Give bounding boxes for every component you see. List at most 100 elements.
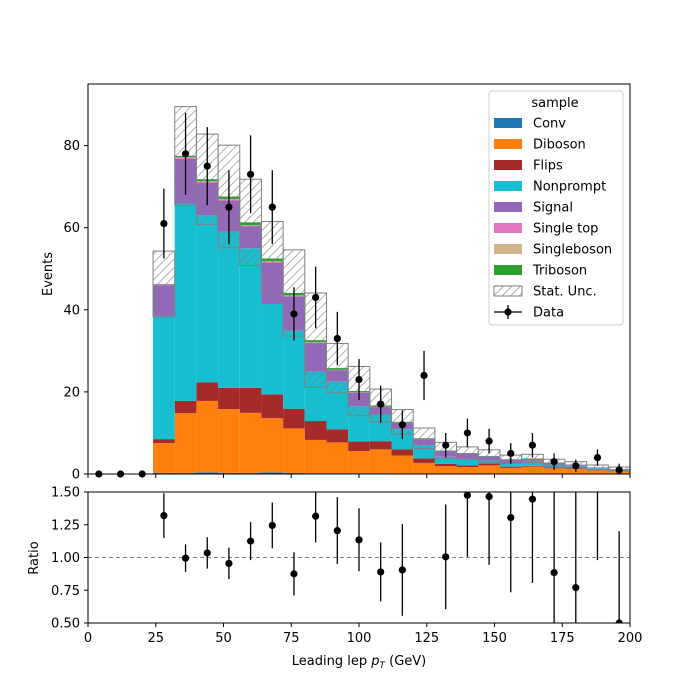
ratio-y-axis-label: Ratio	[27, 541, 42, 574]
legend-swatch	[494, 202, 522, 212]
ratio-marker	[355, 536, 363, 544]
bar-nonprompt	[196, 215, 219, 383]
bar-nonprompt	[434, 456, 457, 464]
main-y-ticks: 0 20 40 60 80	[63, 139, 88, 483]
ratio-marker	[290, 570, 298, 578]
legend-label: Conv	[533, 117, 566, 132]
ratio-marker	[203, 549, 211, 557]
x-tick-label: 25	[147, 631, 164, 646]
bar-nonprompt	[218, 231, 240, 388]
data-marker	[181, 150, 190, 158]
legend-item: Conv	[494, 117, 566, 132]
bar-diboson	[174, 413, 197, 473]
ratio-point	[203, 537, 211, 569]
bar-conv	[196, 472, 219, 474]
bar-flips	[239, 387, 262, 413]
bar-diboson	[456, 467, 479, 474]
data-marker	[528, 441, 537, 449]
bar-flips	[369, 441, 392, 450]
x-axis-label-unit: (GeV)	[389, 654, 426, 669]
ratio-x-ticks: 0 25 50 75 100 125 150 175 200	[84, 623, 643, 646]
legend-label: Triboson	[532, 264, 587, 279]
data-points	[95, 112, 623, 478]
data-marker	[572, 462, 580, 470]
data-point	[398, 410, 406, 440]
y-axis-label: Events	[41, 252, 56, 296]
data-marker	[463, 429, 471, 437]
data-point	[507, 443, 515, 464]
x-tick-label: 150	[482, 631, 507, 646]
data-marker	[593, 453, 602, 462]
legend-item: Data	[494, 305, 564, 321]
bar-nonprompt	[283, 330, 305, 409]
bar-flips	[218, 387, 240, 410]
y-tick-label: 40	[63, 303, 80, 318]
legend-item: Diboson	[494, 138, 586, 153]
legend-item: Signal	[494, 201, 573, 216]
ratio-panel: 0.50 0.75 1.00 1.25 1.50 0 25 50 75 100 125 150 175…	[27, 486, 643, 647]
bar-conv	[239, 472, 262, 474]
bar-flips	[478, 463, 500, 466]
bar-flips	[499, 466, 522, 468]
bar-conv	[174, 472, 197, 474]
data-point	[225, 170, 233, 245]
bar-diboson	[196, 400, 219, 473]
legend-title: sample	[531, 96, 578, 111]
data-point	[268, 170, 276, 245]
ratio-marker	[572, 584, 580, 592]
legend-label: Stat. Unc.	[533, 285, 597, 300]
bar-flips	[261, 394, 284, 419]
ratio-y-tick-label: 1.50	[51, 486, 80, 501]
ratio-point	[615, 531, 623, 623]
ratio-marker	[333, 527, 341, 535]
ratio-marker	[377, 568, 385, 576]
legend-item: Flips	[494, 159, 563, 174]
bar-diboson	[218, 409, 240, 473]
ratio-point	[550, 492, 558, 623]
ratio-point	[442, 504, 450, 610]
x-tick-label: 200	[618, 631, 643, 646]
ratio-marker	[507, 513, 515, 522]
bar-diboson	[239, 412, 262, 473]
ratio-marker	[181, 554, 190, 562]
bar-nonprompt	[456, 458, 479, 466]
bar-flips	[521, 465, 544, 467]
data-point	[333, 311, 341, 366]
bar-diboson	[261, 418, 284, 473]
ratio-marker	[550, 568, 558, 577]
legend-swatch	[494, 244, 522, 254]
data-marker	[507, 449, 515, 458]
bar-diboson	[348, 451, 370, 474]
stat-uncertainty-band	[152, 106, 631, 472]
bar-flips	[391, 449, 414, 456]
legend-box	[488, 90, 624, 326]
bar-flips	[413, 458, 435, 463]
bar-diboson	[586, 470, 609, 474]
bar-flips	[153, 439, 175, 444]
data-point	[463, 418, 471, 448]
data-marker	[442, 441, 450, 449]
legend-swatch	[494, 223, 522, 233]
bar-conv	[261, 472, 284, 474]
stat-unc-bin	[456, 446, 479, 460]
bar-diboson	[521, 466, 544, 474]
bar-conv	[153, 472, 175, 474]
bar-nonprompt	[174, 203, 197, 401]
ratio-y-tick-label: 1.00	[51, 551, 80, 566]
bar-flips	[434, 463, 457, 467]
ratio-point	[268, 502, 276, 549]
data-point	[181, 112, 190, 195]
x-tick-label: 75	[283, 631, 300, 646]
bar-diboson	[499, 467, 522, 474]
legend-swatch	[494, 139, 522, 149]
ratio-point	[247, 522, 255, 561]
legend-label: Singleboson	[533, 243, 612, 258]
bar-diboson	[478, 465, 500, 474]
legend-label: Flips	[533, 159, 563, 174]
data-point	[550, 453, 558, 470]
data-marker	[398, 421, 406, 429]
legend: sample Conv Diboson Flips Nonprompt Signal Si…	[488, 90, 624, 326]
data-point	[355, 359, 363, 401]
ratio-y-tick-label: 0.75	[51, 584, 80, 599]
